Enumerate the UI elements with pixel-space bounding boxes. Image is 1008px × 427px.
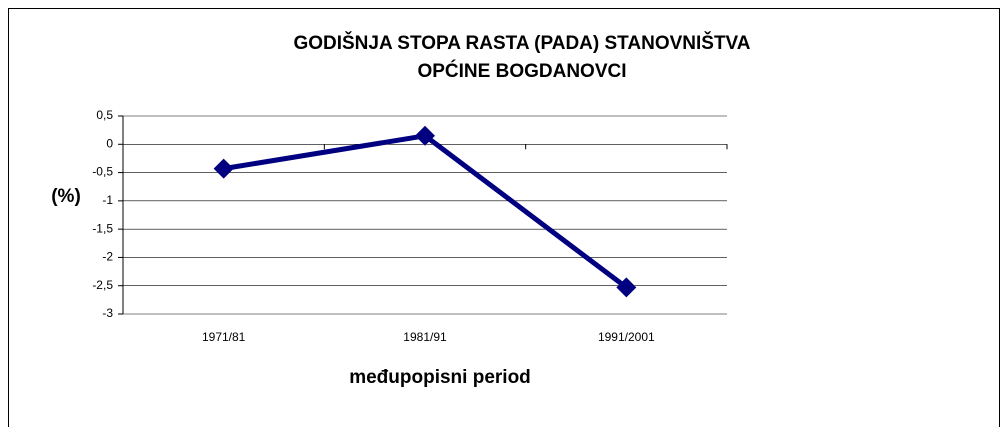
data-point [616,277,637,298]
data-point [415,125,435,146]
y-axis-label: (%) [51,186,81,207]
y-tick-label: 0 [106,136,113,150]
series-line [223,133,628,290]
x-axis-label: međupopisni period [349,367,531,388]
y-tick-label: -0,5 [92,165,113,179]
data-point [213,158,234,179]
chart-title: OPĆINE BOGDANOVCI [417,60,626,82]
chart-frame [8,8,1000,427]
x-tick-label: 1991/2001 [598,330,655,344]
y-tick-label: -3 [102,306,113,320]
y-tick-label: -2 [102,250,113,264]
y-tick-label: -1,5 [92,221,113,235]
y-tick-label: -2,5 [92,278,113,292]
x-tick-label: 1971/81 [202,330,246,344]
chart-title: GODIŠNJA STOPA RASTA (PADA) STANOVNIŠTVA [293,32,750,54]
y-tick-label: -1 [102,193,113,207]
y-tick-label: 0,5 [96,108,113,122]
x-tick-label: 1981/91 [403,330,447,344]
